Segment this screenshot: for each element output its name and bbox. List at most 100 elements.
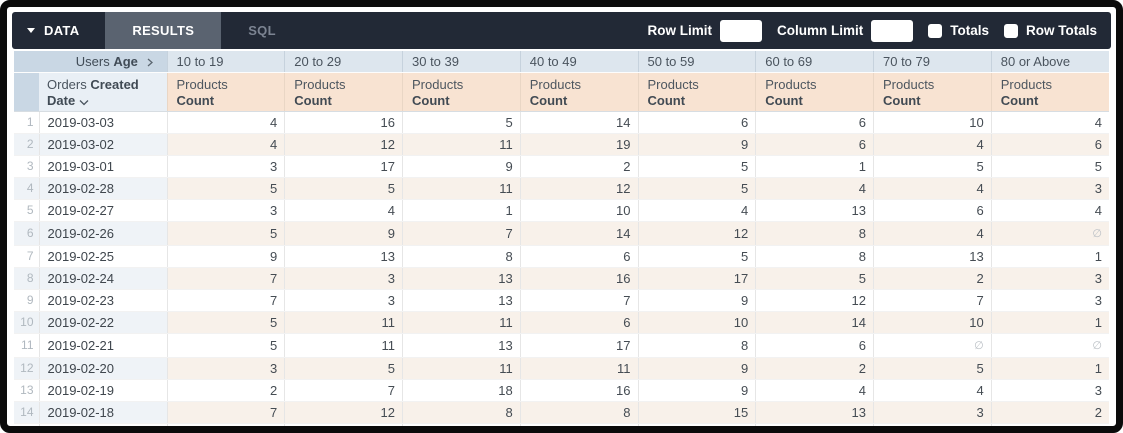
value-cell[interactable]: 1 (990, 245, 1109, 268)
tab-sql[interactable]: SQL (221, 12, 303, 49)
value-cell[interactable]: ∅ (990, 333, 1109, 358)
value-cell[interactable]: 6 (873, 199, 992, 222)
date-cell[interactable]: 2019-02-24 (38, 267, 167, 290)
value-cell[interactable]: 6 (637, 111, 756, 134)
value-cell[interactable]: 1 (990, 311, 1109, 334)
value-cell[interactable]: 2 (755, 357, 874, 380)
value-cell[interactable]: 4 (990, 199, 1109, 222)
value-cell[interactable]: 14 (519, 111, 638, 134)
value-cell[interactable]: 4 (873, 177, 992, 200)
date-cell[interactable]: 2019-02-21 (38, 333, 167, 358)
value-cell[interactable]: 4 (637, 199, 756, 222)
value-cell[interactable]: 3 (990, 289, 1109, 312)
value-cell[interactable]: 3 (284, 267, 403, 290)
value-cell[interactable]: 12 (284, 401, 403, 424)
date-cell[interactable]: 2019-02-28 (38, 177, 167, 200)
pivot-value-header[interactable]: 80 or Above (990, 51, 1109, 73)
value-cell[interactable]: 11 (284, 311, 403, 334)
value-cell[interactable]: 10 (519, 199, 638, 222)
pivot-value-header[interactable]: 50 to 59 (637, 51, 756, 73)
tab-data[interactable]: DATA (12, 12, 105, 49)
date-cell[interactable]: 2019-03-03 (38, 111, 167, 134)
value-cell[interactable]: 4 (755, 177, 874, 200)
value-cell[interactable]: 17 (284, 155, 403, 178)
value-cell[interactable]: 3 (284, 289, 403, 312)
date-cell[interactable]: 2019-03-02 (38, 133, 167, 156)
measure-header[interactable]: Products Count (519, 72, 638, 112)
value-cell[interactable]: 10 (873, 111, 992, 134)
row-limit-input[interactable] (719, 19, 762, 42)
value-cell[interactable]: 4 (755, 379, 874, 402)
value-cell[interactable]: 9 (637, 133, 756, 156)
value-cell[interactable]: 8 (637, 333, 756, 358)
value-cell[interactable]: 9 (637, 357, 756, 380)
measure-header[interactable]: Products Count (166, 72, 285, 112)
value-cell[interactable]: 13 (755, 199, 874, 222)
value-cell[interactable]: 2 (519, 155, 638, 178)
value-cell[interactable]: 4 (166, 133, 285, 156)
value-cell[interactable]: 1 (990, 357, 1109, 380)
value-cell[interactable]: ∅ (990, 221, 1109, 246)
value-cell[interactable]: 5 (755, 267, 874, 290)
value-cell[interactable]: 13 (402, 267, 521, 290)
pivot-value-header[interactable]: 40 to 49 (519, 51, 638, 73)
value-cell[interactable]: 10 (873, 311, 992, 334)
value-cell[interactable]: 11 (402, 357, 521, 380)
value-cell[interactable]: 7 (284, 379, 403, 402)
date-cell[interactable]: 2019-02-23 (38, 289, 167, 312)
value-cell[interactable]: 5 (637, 245, 756, 268)
value-cell[interactable]: 6 (990, 133, 1109, 156)
measure-header[interactable]: Products Count (284, 72, 403, 112)
value-cell[interactable]: 8 (402, 401, 521, 424)
tab-results[interactable]: RESULTS (105, 12, 222, 49)
value-cell[interactable]: 3 (166, 155, 285, 178)
value-cell[interactable]: 12 (637, 221, 756, 246)
value-cell[interactable]: 4 (873, 221, 992, 246)
measure-header[interactable]: Products Count (755, 72, 874, 112)
value-cell[interactable]: 6 (755, 333, 874, 358)
value-cell[interactable]: 5 (284, 177, 403, 200)
value-cell[interactable]: 4 (990, 111, 1109, 134)
value-cell[interactable]: 7 (519, 289, 638, 312)
value-cell[interactable]: 5 (990, 155, 1109, 178)
value-cell[interactable]: 10 (519, 423, 638, 426)
value-cell[interactable]: 10 (637, 311, 756, 334)
date-cell[interactable]: 2019-02-20 (38, 357, 167, 380)
value-cell[interactable]: 13 (402, 289, 521, 312)
value-cell[interactable]: 19 (519, 133, 638, 156)
value-cell[interactable]: 9 (166, 245, 285, 268)
value-cell[interactable]: 14 (755, 311, 874, 334)
value-cell[interactable]: 17 (519, 333, 638, 358)
value-cell[interactable]: 9 (637, 289, 756, 312)
value-cell[interactable]: 6 (755, 133, 874, 156)
value-cell[interactable]: 9 (402, 155, 521, 178)
date-cell[interactable]: 2019-02-26 (38, 221, 167, 246)
value-cell[interactable]: 6 (519, 311, 638, 334)
value-cell[interactable]: 11 (402, 423, 521, 426)
value-cell[interactable]: 9 (755, 423, 874, 426)
value-cell[interactable]: 5 (166, 177, 285, 200)
value-cell[interactable]: 4 (284, 199, 403, 222)
value-cell[interactable]: 13 (402, 333, 521, 358)
date-cell[interactable]: 2019-02-17 (38, 423, 167, 426)
value-cell[interactable]: 13 (755, 401, 874, 424)
value-cell[interactable]: 16 (284, 111, 403, 134)
value-cell[interactable]: 5 (166, 221, 285, 246)
value-cell[interactable]: 5 (402, 111, 521, 134)
row-totals-checkbox[interactable] (1003, 23, 1018, 38)
value-cell[interactable]: 7 (166, 401, 285, 424)
value-cell[interactable]: 7 (166, 289, 285, 312)
value-cell[interactable]: 16 (519, 379, 638, 402)
date-cell[interactable]: 2019-02-18 (38, 401, 167, 424)
date-cell[interactable]: 2019-02-19 (38, 379, 167, 402)
value-cell[interactable]: 8 (755, 221, 874, 246)
value-cell[interactable]: 5 (166, 311, 285, 334)
value-cell[interactable]: 11 (402, 311, 521, 334)
value-cell[interactable]: 18 (402, 379, 521, 402)
value-cell[interactable]: 6 (519, 245, 638, 268)
value-cell[interactable]: 17 (637, 267, 756, 290)
value-cell[interactable]: 11 (402, 133, 521, 156)
value-cell[interactable]: 7 (166, 267, 285, 290)
value-cell[interactable]: 9 (284, 221, 403, 246)
value-cell[interactable]: 5 (166, 333, 285, 358)
